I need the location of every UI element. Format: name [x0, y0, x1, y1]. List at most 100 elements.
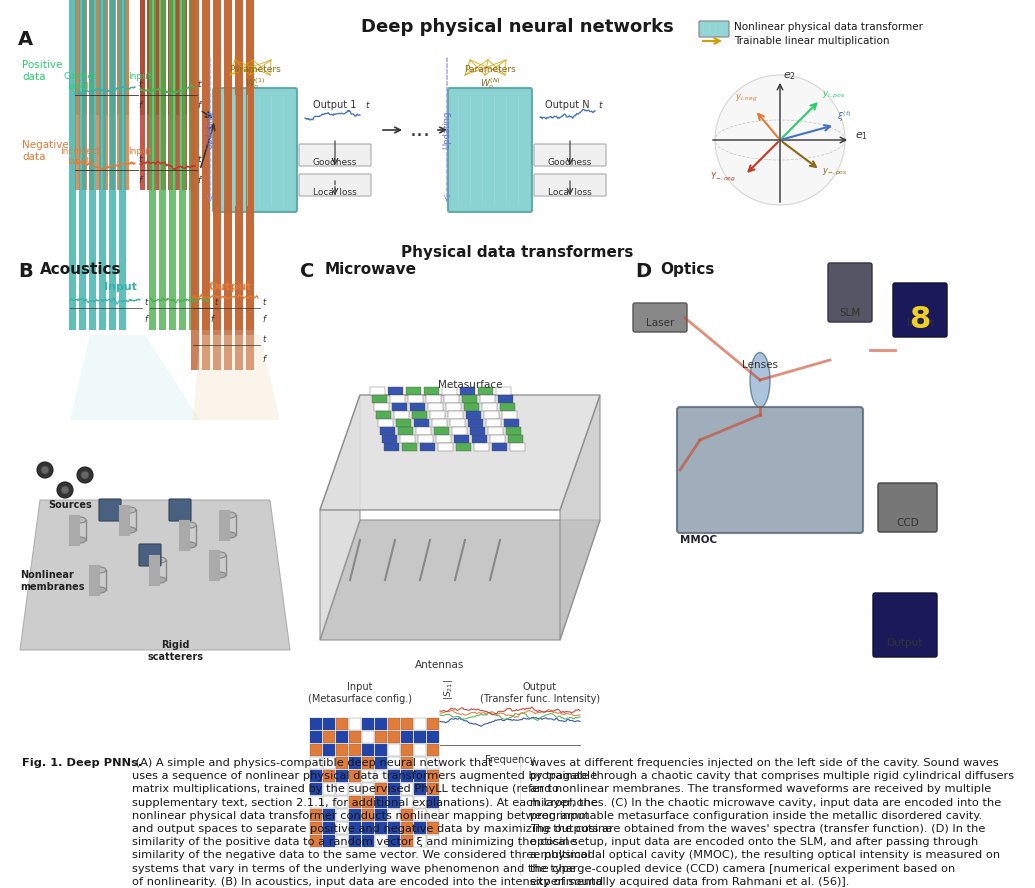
Bar: [140, 0, 145, 115]
Bar: [388, 822, 400, 834]
Bar: [380, 427, 395, 435]
Bar: [401, 718, 413, 730]
Text: Physical data transformers: Physical data transformers: [401, 245, 633, 260]
Bar: [235, 0, 243, 330]
Text: 8: 8: [910, 305, 930, 335]
FancyBboxPatch shape: [633, 303, 687, 332]
Bar: [95, 0, 100, 115]
Bar: [310, 718, 322, 730]
Bar: [427, 796, 439, 808]
Text: Nonlinear physical data transformer: Nonlinear physical data transformer: [734, 22, 923, 32]
Bar: [414, 731, 426, 743]
Bar: [362, 796, 374, 808]
Bar: [362, 770, 374, 782]
Bar: [401, 731, 413, 743]
Bar: [400, 435, 415, 443]
Bar: [323, 796, 335, 808]
Bar: [235, 0, 243, 370]
Bar: [310, 770, 322, 782]
Bar: [375, 783, 387, 795]
Bar: [372, 395, 387, 403]
Bar: [401, 796, 413, 808]
Bar: [384, 443, 400, 451]
Text: Input: Input: [104, 282, 137, 292]
Bar: [427, 731, 439, 743]
Bar: [310, 783, 322, 795]
Ellipse shape: [73, 537, 86, 543]
Bar: [323, 744, 335, 756]
Bar: [158, 0, 166, 330]
Bar: [336, 731, 348, 743]
Bar: [466, 411, 481, 419]
Text: (A) A simple and physics-compatible deep neural network that
uses a sequence of : (A) A simple and physics-compatible deep…: [132, 758, 613, 887]
Bar: [472, 435, 487, 443]
Bar: [414, 718, 426, 730]
Bar: [349, 835, 361, 847]
Bar: [323, 809, 335, 821]
Bar: [336, 796, 348, 808]
Bar: [430, 411, 445, 419]
Bar: [375, 744, 387, 756]
Bar: [414, 757, 426, 769]
Bar: [375, 796, 387, 808]
Text: Optics: Optics: [660, 262, 714, 277]
Ellipse shape: [214, 552, 226, 558]
Circle shape: [77, 467, 93, 483]
Bar: [79, 0, 86, 330]
Bar: [374, 403, 389, 411]
Text: Updating: Updating: [206, 111, 214, 149]
FancyBboxPatch shape: [213, 88, 297, 212]
Bar: [426, 395, 441, 403]
Bar: [394, 411, 409, 419]
Bar: [188, 0, 196, 330]
Bar: [310, 744, 322, 756]
Bar: [336, 770, 348, 782]
Bar: [427, 822, 439, 834]
Ellipse shape: [184, 542, 196, 548]
Polygon shape: [320, 395, 600, 510]
Text: Input
(Metasurface config.): Input (Metasurface config.): [308, 682, 412, 703]
Bar: [390, 395, 405, 403]
Bar: [376, 411, 391, 419]
FancyBboxPatch shape: [873, 593, 937, 657]
Bar: [427, 783, 439, 795]
Text: B: B: [18, 262, 33, 281]
FancyBboxPatch shape: [878, 483, 937, 532]
Bar: [169, 0, 176, 330]
Bar: [160, 0, 166, 115]
Text: t: t: [262, 298, 265, 307]
Bar: [89, 0, 95, 330]
Bar: [388, 731, 400, 743]
Bar: [323, 731, 335, 743]
Text: Output N: Output N: [544, 100, 589, 110]
Bar: [349, 744, 361, 756]
Bar: [414, 744, 426, 756]
Bar: [436, 435, 451, 443]
FancyBboxPatch shape: [534, 174, 607, 196]
Bar: [448, 411, 463, 419]
Bar: [140, 0, 145, 190]
Text: Frequency: Frequency: [484, 755, 535, 765]
Bar: [444, 395, 459, 403]
Bar: [388, 809, 400, 821]
Bar: [89, 0, 93, 115]
Bar: [362, 809, 374, 821]
Bar: [349, 718, 361, 730]
Bar: [487, 427, 503, 435]
Bar: [388, 783, 400, 795]
Bar: [362, 718, 374, 730]
Bar: [102, 0, 108, 115]
Bar: [246, 0, 254, 370]
Bar: [486, 419, 501, 427]
Text: t: t: [197, 80, 201, 89]
Text: Negative
data: Negative data: [22, 140, 68, 162]
Bar: [375, 770, 387, 782]
Bar: [375, 718, 387, 730]
Bar: [406, 387, 421, 395]
Bar: [336, 744, 348, 756]
Bar: [506, 427, 521, 435]
Ellipse shape: [224, 512, 236, 518]
Text: Deep physical neural networks: Deep physical neural networks: [360, 18, 674, 36]
Bar: [427, 718, 439, 730]
FancyBboxPatch shape: [448, 88, 532, 212]
